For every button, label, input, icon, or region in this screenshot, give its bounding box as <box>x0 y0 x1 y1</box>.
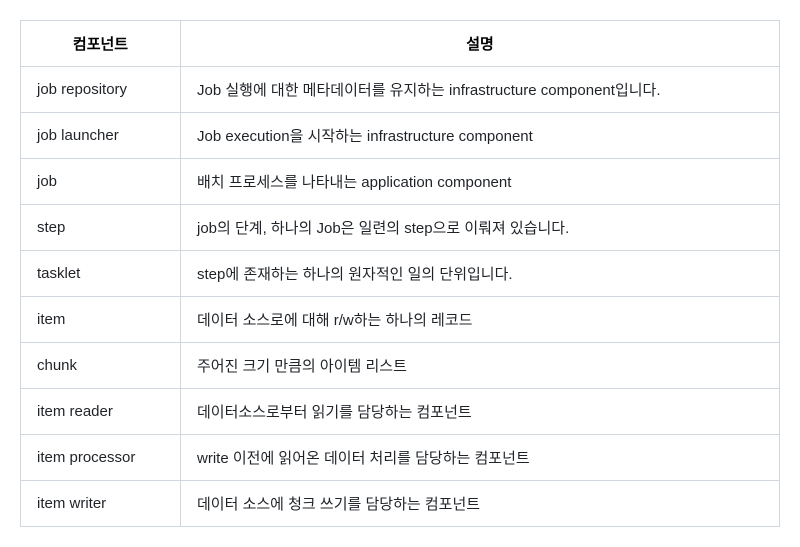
cell-component: item processor <box>21 435 181 481</box>
table-row: step job의 단계, 하나의 Job은 일련의 step으로 이뤄져 있습… <box>21 205 780 251</box>
table-container: 컴포넌트 설명 job repository Job 실행에 대한 메타데이터를… <box>20 20 780 527</box>
cell-description: 주어진 크기 만큼의 아이템 리스트 <box>181 343 780 389</box>
cell-description: 데이터 소스에 청크 쓰기를 담당하는 컴포넌트 <box>181 481 780 527</box>
table-row: tasklet step에 존재하는 하나의 원자적인 일의 단위입니다. <box>21 251 780 297</box>
cell-description: step에 존재하는 하나의 원자적인 일의 단위입니다. <box>181 251 780 297</box>
table-row: item writer 데이터 소스에 청크 쓰기를 담당하는 컴포넌트 <box>21 481 780 527</box>
cell-component: chunk <box>21 343 181 389</box>
cell-description: Job execution을 시작하는 infrastructure compo… <box>181 113 780 159</box>
table-row: chunk 주어진 크기 만큼의 아이템 리스트 <box>21 343 780 389</box>
cell-description: 데이터소스로부터 읽기를 담당하는 컴포넌트 <box>181 389 780 435</box>
cell-component: item writer <box>21 481 181 527</box>
cell-description: 배치 프로세스를 나타내는 application component <box>181 159 780 205</box>
cell-component: job repository <box>21 67 181 113</box>
cell-description: 데이터 소스로에 대해 r/w하는 하나의 레코드 <box>181 297 780 343</box>
column-header-component: 컴포넌트 <box>21 21 181 67</box>
table-header: 컴포넌트 설명 <box>21 21 780 67</box>
table-row: job launcher Job execution을 시작하는 infrast… <box>21 113 780 159</box>
table-row: job repository Job 실행에 대한 메타데이터를 유지하는 in… <box>21 67 780 113</box>
cell-description: Job 실행에 대한 메타데이터를 유지하는 infrastructure co… <box>181 67 780 113</box>
column-header-description: 설명 <box>181 21 780 67</box>
cell-description: job의 단계, 하나의 Job은 일련의 step으로 이뤄져 있습니다. <box>181 205 780 251</box>
component-table: 컴포넌트 설명 job repository Job 실행에 대한 메타데이터를… <box>20 20 780 527</box>
cell-component: item <box>21 297 181 343</box>
cell-component: step <box>21 205 181 251</box>
table-row: item processor write 이전에 읽어온 데이터 처리를 담당하… <box>21 435 780 481</box>
table-row: job 배치 프로세스를 나타내는 application component <box>21 159 780 205</box>
cell-description: write 이전에 읽어온 데이터 처리를 담당하는 컴포넌트 <box>181 435 780 481</box>
cell-component: item reader <box>21 389 181 435</box>
table-body: job repository Job 실행에 대한 메타데이터를 유지하는 in… <box>21 67 780 527</box>
table-header-row: 컴포넌트 설명 <box>21 21 780 67</box>
cell-component: job <box>21 159 181 205</box>
cell-component: job launcher <box>21 113 181 159</box>
table-row: item reader 데이터소스로부터 읽기를 담당하는 컴포넌트 <box>21 389 780 435</box>
table-row: item 데이터 소스로에 대해 r/w하는 하나의 레코드 <box>21 297 780 343</box>
cell-component: tasklet <box>21 251 181 297</box>
